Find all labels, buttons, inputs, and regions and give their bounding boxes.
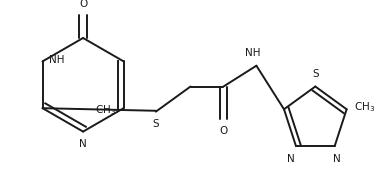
Text: O: O xyxy=(219,126,228,136)
Text: NH: NH xyxy=(48,55,64,65)
Text: S: S xyxy=(152,119,159,129)
Text: N: N xyxy=(79,139,87,149)
Text: NH: NH xyxy=(245,48,261,58)
Text: CH$_3$: CH$_3$ xyxy=(95,103,117,117)
Text: CH$_3$: CH$_3$ xyxy=(353,101,375,114)
Text: S: S xyxy=(312,69,319,79)
Text: N: N xyxy=(287,154,294,164)
Text: N: N xyxy=(333,154,340,164)
Text: O: O xyxy=(79,0,87,9)
